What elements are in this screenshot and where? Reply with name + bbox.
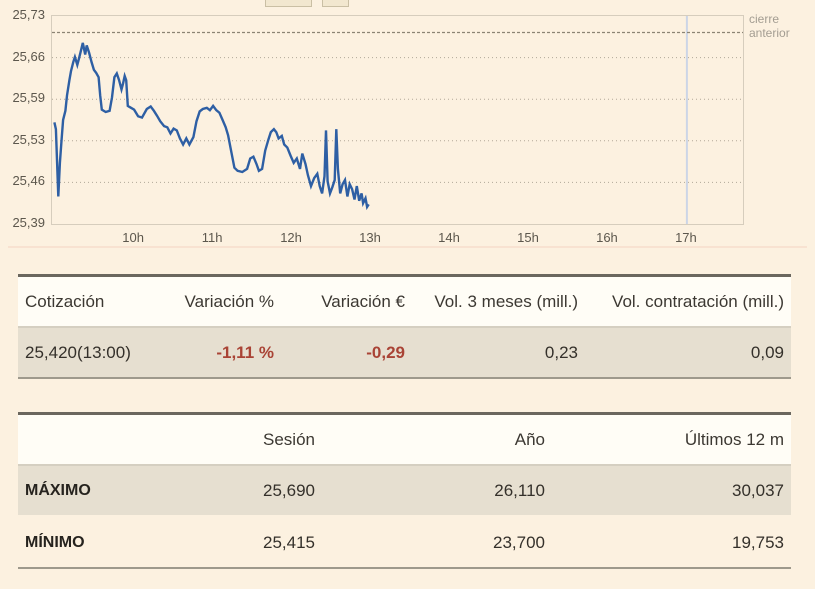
chart-plot-area	[51, 15, 744, 225]
quote-value: -1,11 %	[158, 326, 281, 378]
range-row-label: MÁXIMO	[18, 464, 168, 517]
range-row-label: MÍNIMO	[18, 515, 168, 568]
previous-close-label: cierre anterior	[749, 12, 790, 40]
quote-value: -0,29	[281, 326, 412, 378]
range-value: 26,110	[322, 464, 552, 517]
price-chart-svg	[52, 16, 743, 224]
range-value: 25,415	[168, 515, 322, 568]
range-value: 19,753	[552, 515, 791, 568]
x-axis-tick-label: 17h	[675, 230, 697, 245]
x-axis-tick-label: 14h	[438, 230, 460, 245]
x-axis-tick-label: 16h	[596, 230, 618, 245]
x-axis-tick-label: 13h	[359, 230, 381, 245]
range-column-header	[18, 413, 168, 465]
quote-value: 0,23	[412, 326, 585, 378]
y-axis-tick-label: 25,73	[12, 7, 45, 22]
y-axis-tick-label: 25,39	[12, 215, 45, 230]
quote-column-header: Vol. 3 meses (mill.)	[412, 275, 585, 327]
range-value: 30,037	[552, 464, 791, 517]
range-column-header: Año	[322, 413, 552, 465]
x-axis-tick-label: 15h	[517, 230, 539, 245]
y-axis-tick-label: 25,59	[12, 90, 45, 106]
quote-data-row: 25,420(13:00) -1,11 % -0,29 0,23 0,09	[18, 326, 791, 378]
quote-table: Cotización Variación % Variación € Vol. 3 m…	[18, 274, 791, 379]
price-line	[53, 42, 370, 211]
x-axis-tick-label: 12h	[280, 230, 302, 245]
quote-value: 25,420(13:00)	[18, 326, 158, 378]
quote-column-header: Variación €	[281, 275, 412, 327]
range-data-row: MÁXIMO 25,690 26,110 30,037	[18, 464, 791, 517]
y-axis-tick-label: 25,53	[12, 131, 45, 147]
quote-column-header: Cotización	[18, 275, 158, 327]
range-value: 23,700	[322, 515, 552, 568]
quote-column-header: Variación %	[158, 275, 281, 327]
range-data-row: MÍNIMO 25,415 23,700 19,753	[18, 515, 791, 568]
quote-table-header: Cotización Variación % Variación € Vol. 3 m…	[18, 275, 791, 327]
range-value: 25,690	[168, 464, 322, 517]
y-axis-tick-label: 25,46	[12, 173, 45, 189]
cropped-control-remnant[interactable]	[265, 0, 312, 7]
quote-value: 0,09	[585, 326, 791, 378]
x-axis-tick-label: 10h	[122, 230, 144, 245]
range-column-header: Últimos 12 m	[552, 413, 791, 465]
range-table: Sesión Año Últimos 12 m MÁXIMO 25,690 26,110…	[18, 412, 791, 569]
quote-column-header: Vol. contratación (mill.)	[585, 275, 791, 327]
range-table-header: Sesión Año Últimos 12 m	[18, 413, 791, 465]
y-axis-tick-label: 25,66	[12, 48, 45, 64]
cropped-control-remnant[interactable]	[322, 0, 349, 7]
x-axis-tick-label: 11h	[201, 230, 223, 245]
range-column-header: Sesión	[168, 413, 322, 465]
section-divider	[8, 246, 807, 248]
